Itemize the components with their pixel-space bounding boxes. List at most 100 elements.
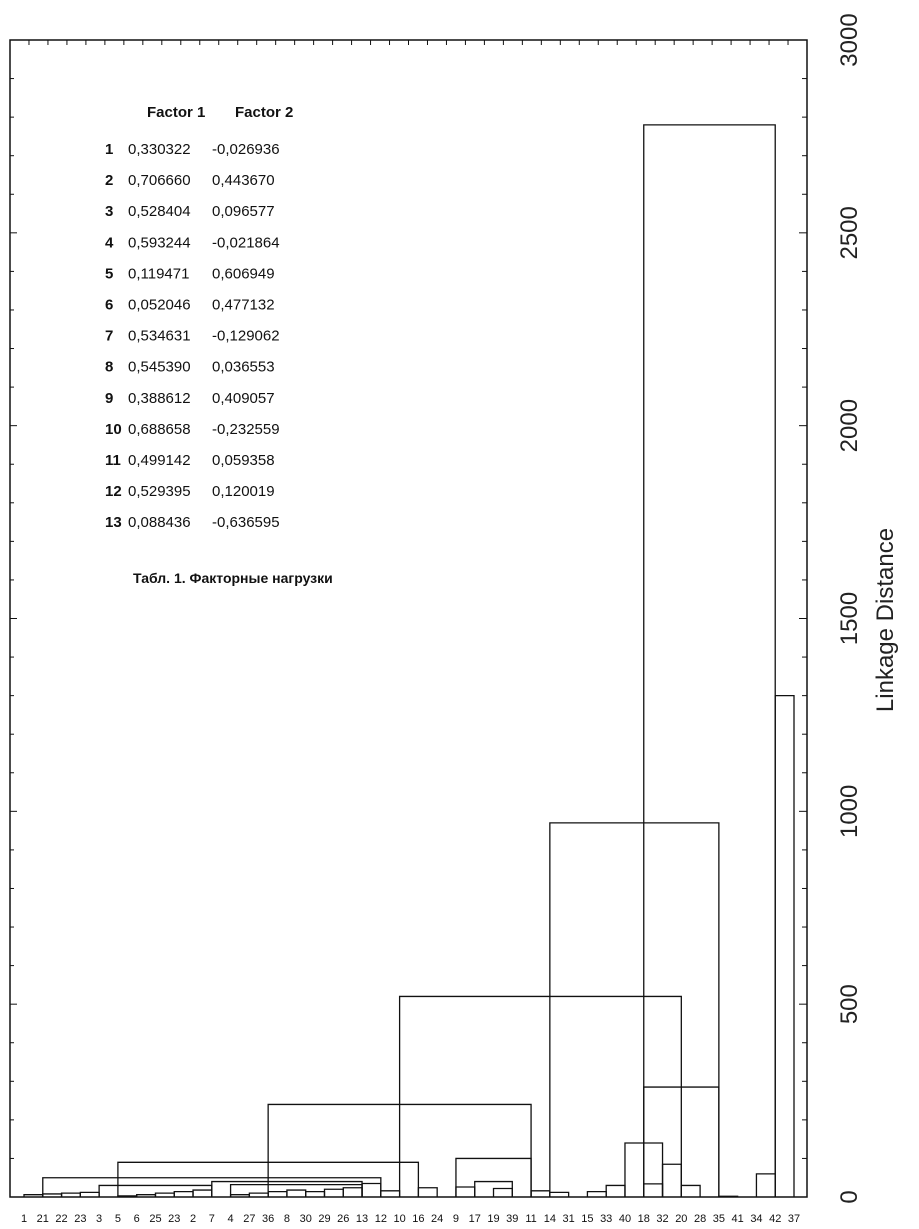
- dendrogram-link: [361, 1182, 382, 1197]
- leaf-label: 39: [506, 1213, 518, 1225]
- dendrogram-link: [398, 995, 682, 1197]
- leaf-label: 20: [675, 1213, 687, 1225]
- y-tick-label: 0: [836, 1190, 863, 1203]
- leaf-label: 26: [337, 1213, 349, 1225]
- leaf-label: 37: [788, 1213, 800, 1225]
- y-tick-label: 3000: [836, 13, 863, 66]
- leaf-label: 30: [300, 1213, 312, 1225]
- leaf-label: 42: [769, 1213, 781, 1225]
- leaf-label: 19: [487, 1213, 499, 1225]
- y-tick-label: 1000: [836, 785, 863, 838]
- dendrogram-link: [229, 1184, 363, 1197]
- leaf-label: 15: [581, 1213, 593, 1225]
- table-cell-factor-1: 0,330322: [128, 141, 191, 158]
- dendrogram-link: [342, 1187, 363, 1197]
- leaf-label: 31: [563, 1213, 575, 1225]
- table-cell-factor-2: 0,120019: [212, 483, 275, 500]
- table-row-number: 1: [105, 141, 113, 158]
- table-cell-factor-2: 0,606949: [212, 265, 275, 282]
- dendrogram-links: [23, 124, 795, 1197]
- table-cell-factor-2: -0,026936: [212, 141, 280, 158]
- table-cell-factor-1: 0,528404: [128, 203, 191, 220]
- leaf-label: 3: [96, 1213, 102, 1225]
- leaf-label: 17: [469, 1213, 481, 1225]
- dendrogram-link: [643, 124, 776, 1197]
- leaf-label: 25: [149, 1213, 161, 1225]
- leaf-label: 36: [262, 1213, 274, 1225]
- table-cell-factor-1: 0,088436: [128, 514, 191, 531]
- dendrogram-link: [643, 1183, 664, 1197]
- dendrogram-link: [286, 1189, 307, 1197]
- dendrogram-link: [680, 1184, 701, 1197]
- table-cell-factor-1: 0,529395: [128, 483, 191, 500]
- table-row-number: 7: [105, 328, 113, 345]
- dendrogram-link: [549, 822, 720, 1197]
- leaf-label: 22: [55, 1213, 67, 1225]
- table-cell-factor-1: 0,593244: [128, 234, 191, 251]
- table-cell-factor-1: 0,388612: [128, 390, 191, 407]
- leaf-labels: 1 21 22 23 3 5 6 25 23 2 7 4 27 36 8 30 29 26 13 12 10 16 24 9 1…: [21, 1213, 800, 1225]
- table-cell-factor-1: 0,706660: [128, 172, 191, 189]
- table-cell-factor-1: 0,545390: [128, 359, 191, 376]
- leaf-label: 23: [168, 1213, 180, 1225]
- leaf-label: 11: [525, 1213, 536, 1225]
- dendrogram-link: [42, 1177, 382, 1197]
- table-cell-factor-2: 0,409057: [212, 390, 275, 407]
- table-row-number: 12: [105, 483, 122, 500]
- y-tick-label: 1500: [836, 592, 863, 645]
- leaf-label: 4: [228, 1213, 234, 1225]
- table-header-factor-1: Factor 1: [147, 104, 205, 121]
- dendrogram-link: [474, 1180, 513, 1197]
- leaf-label: 33: [600, 1213, 612, 1225]
- leaf-label: 13: [356, 1213, 368, 1225]
- leaf-label: 40: [619, 1213, 631, 1225]
- y-tick-labels: 0 500 1000 1500 2000 2500 3000: [836, 13, 863, 1203]
- dendrogram-link: [530, 1190, 551, 1197]
- dendrogram-link: [605, 1184, 626, 1197]
- leaf-label: 5: [115, 1213, 121, 1225]
- table-cell-factor-2: -0,232559: [212, 421, 280, 438]
- dendrogram-link: [774, 694, 795, 1197]
- leaf-label: 34: [750, 1213, 762, 1225]
- table-row-number: 4: [105, 234, 114, 251]
- leaf-label: 7: [209, 1213, 215, 1225]
- leaf-label: 18: [638, 1213, 650, 1225]
- leaf-label: 1: [21, 1213, 27, 1225]
- tick-marks: [9, 39, 808, 1198]
- table-cell-factor-1: 0,534631: [128, 328, 191, 345]
- leaf-label: 14: [544, 1213, 556, 1225]
- leaf-label: 9: [453, 1213, 459, 1225]
- dendrogram-link: [323, 1188, 344, 1197]
- dendrogram-link: [661, 1163, 682, 1197]
- leaf-label: 10: [393, 1213, 405, 1225]
- dendrogram-link: [173, 1190, 194, 1197]
- dendrogram-link: [586, 1190, 607, 1197]
- table-cell-factor-2: 0,059358: [212, 452, 275, 469]
- table-row-number: 2: [105, 172, 113, 189]
- table-row-number: 11: [105, 452, 121, 469]
- dendrogram-link: [192, 1189, 213, 1197]
- leaf-label: 27: [243, 1213, 255, 1225]
- dendrogram-link: [380, 1190, 401, 1197]
- leaf-label: 28: [694, 1213, 706, 1225]
- table-caption: Табл. 1. Факторные нагрузки: [133, 570, 333, 586]
- table-cell-factor-2: 0,096577: [212, 203, 275, 220]
- leaf-label: 24: [431, 1213, 443, 1225]
- table-cell-factor-2: 0,443670: [212, 172, 275, 189]
- y-tick-label: 2000: [836, 399, 863, 452]
- table-header-factor-2: Factor 2: [235, 104, 293, 121]
- dendrogram-link: [267, 1190, 288, 1197]
- table-cell-factor-1: 0,052046: [128, 297, 191, 314]
- table-row-number: 13: [105, 514, 122, 531]
- table-cell-factor-2: -0,129062: [212, 328, 280, 345]
- table-cell-factor-2: -0,021864: [212, 234, 280, 251]
- leaf-label: 21: [37, 1213, 49, 1225]
- dendrogram-link: [492, 1187, 513, 1197]
- table-cell-factor-2: 0,477132: [212, 297, 275, 314]
- leaf-label: 8: [284, 1213, 290, 1225]
- table-cell-factor-1: 0,499142: [128, 452, 191, 469]
- leaf-label: 2: [190, 1213, 196, 1225]
- table-row-number: 9: [105, 390, 113, 407]
- dendrogram-link: [305, 1190, 326, 1197]
